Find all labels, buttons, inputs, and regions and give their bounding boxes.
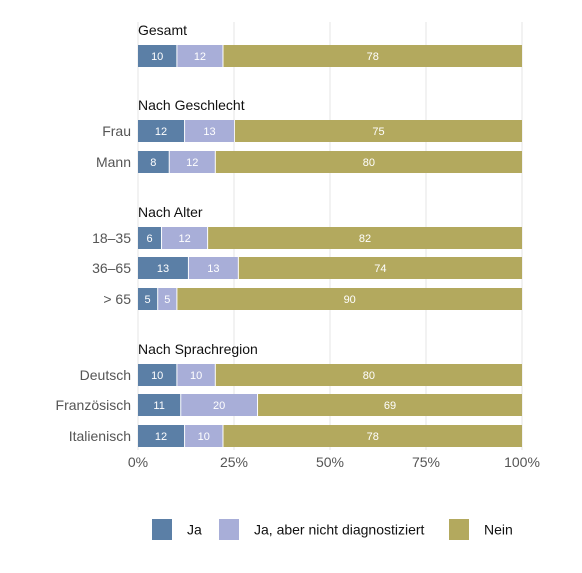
data-label: 10: [151, 51, 163, 63]
data-label: 10: [190, 370, 202, 382]
x-tick-label: 50%: [316, 454, 344, 470]
bar-segment: [169, 151, 215, 173]
category-label: > 65: [103, 291, 131, 307]
group-title: Nach Sprachregion: [138, 341, 258, 357]
data-label: 10: [198, 431, 210, 443]
legend-label: Ja, aber nicht diagnostiziert: [254, 522, 425, 538]
data-label: 82: [359, 233, 371, 245]
bar-segment: [177, 45, 223, 67]
bar-segment: [138, 364, 177, 386]
category-label: Frau: [102, 123, 131, 139]
category-label: Französisch: [56, 397, 131, 413]
data-label: 78: [367, 51, 379, 63]
bar-segment: [138, 394, 181, 416]
bar-segment: [215, 151, 523, 173]
bar-segment: [238, 257, 522, 279]
bar-segment: [158, 288, 177, 310]
category-label: Deutsch: [80, 367, 131, 383]
data-label: 6: [146, 233, 152, 245]
legend-swatch: [219, 519, 239, 540]
bar-segment: [138, 151, 169, 173]
data-label: 12: [155, 126, 167, 138]
data-label: 10: [151, 370, 163, 382]
bar-segment: [138, 120, 185, 142]
data-label: 8: [150, 157, 156, 169]
data-label: 13: [203, 126, 215, 138]
bar-segment: [223, 45, 523, 67]
data-label: 78: [367, 431, 379, 443]
data-label: 12: [194, 51, 206, 63]
bar-segment: [215, 364, 523, 386]
data-label: 74: [374, 263, 386, 275]
x-axis: 0% 25% 50% 75% 100%: [128, 454, 540, 470]
bar-segment: [138, 425, 185, 447]
data-label: 20: [213, 400, 225, 412]
group-title: Nach Alter: [138, 204, 203, 220]
data-label: 11: [153, 400, 164, 412]
x-tick-label: 75%: [412, 454, 440, 470]
data-label: 12: [178, 233, 190, 245]
bar-segment: [223, 425, 523, 447]
data-label: 12: [155, 431, 167, 443]
bar-segment: [138, 288, 158, 310]
bar-segment: [138, 45, 177, 67]
data-label: 5: [145, 294, 151, 306]
data-label: 13: [207, 263, 219, 275]
bar-segment: [138, 227, 162, 249]
legend-label: Nein: [484, 522, 513, 538]
bar-segment: [235, 120, 522, 142]
data-label: 75: [372, 126, 384, 138]
bar-segment: [188, 257, 238, 279]
bars: [138, 45, 523, 447]
category-label: 36–65: [92, 260, 131, 276]
bar-segment: [138, 257, 188, 279]
x-tick-label: 0%: [128, 454, 148, 470]
legend: Ja Ja, aber nicht diagnostiziert Nein: [152, 519, 513, 540]
data-label: 12: [186, 157, 198, 169]
legend-swatch: [152, 519, 172, 540]
bar-segment: [208, 227, 522, 249]
data-label: 80: [363, 157, 375, 169]
legend-swatch: [449, 519, 469, 540]
data-label: 5: [164, 294, 170, 306]
bar-segment: [185, 120, 234, 142]
bar-segment: [162, 227, 208, 249]
data-label: 90: [344, 294, 356, 306]
x-tick-label: 100%: [504, 454, 540, 470]
data-label: 69: [384, 400, 396, 412]
bar-segment: [185, 425, 223, 447]
category-label: Italienisch: [69, 428, 131, 444]
data-label: 13: [157, 263, 169, 275]
bar-segment: [177, 364, 215, 386]
bar-segment: [258, 394, 522, 416]
legend-label: Ja: [187, 522, 202, 538]
category-label: Mann: [96, 154, 131, 170]
category-label: 18–35: [92, 230, 131, 246]
bar-segment: [181, 394, 258, 416]
data-label: 80: [363, 370, 375, 382]
x-tick-label: 25%: [220, 454, 248, 470]
labels: Gesamt 10 12 78 Nach Geschlecht Frau 12 13 75 Man…: [56, 22, 397, 444]
group-title: Nach Geschlecht: [138, 97, 245, 113]
bar-segment: [177, 288, 522, 310]
group-title: Gesamt: [138, 22, 187, 38]
